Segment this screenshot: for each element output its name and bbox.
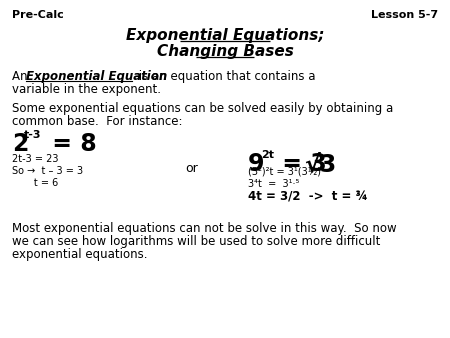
Text: variable in the exponent.: variable in the exponent.	[12, 83, 161, 96]
Text: is an equation that contains a: is an equation that contains a	[135, 70, 315, 83]
Text: 4t = 3/2  ->  t = ¾: 4t = 3/2 -> t = ¾	[248, 191, 368, 204]
Text: Lesson 5-7: Lesson 5-7	[371, 10, 438, 20]
Text: 9: 9	[248, 152, 265, 176]
Text: Pre-Calc: Pre-Calc	[12, 10, 64, 20]
Text: Exponential Equation: Exponential Equation	[26, 70, 167, 83]
Text: or: or	[185, 162, 198, 175]
Text: An: An	[12, 70, 31, 83]
Text: common base.  For instance:: common base. For instance:	[12, 115, 183, 128]
Text: (3²)²t = 3¹(3½): (3²)²t = 3¹(3½)	[248, 167, 321, 177]
Text: 3⁴t  =  3¹·⁵: 3⁴t = 3¹·⁵	[248, 179, 299, 189]
Text: 2: 2	[12, 132, 28, 156]
Text: So →  t – 3 = 3: So → t – 3 = 3	[12, 166, 83, 176]
Text: 2t: 2t	[261, 150, 274, 160]
Text: Some exponential equations can be solved easily by obtaining a: Some exponential equations can be solved…	[12, 102, 393, 115]
Text: √3: √3	[304, 152, 336, 176]
Text: = 3: = 3	[274, 152, 327, 176]
Text: = 8: = 8	[44, 132, 97, 156]
Text: exponential equations.: exponential equations.	[12, 248, 148, 261]
Text: 2t-3 = 23: 2t-3 = 23	[12, 154, 58, 164]
Text: t-3: t-3	[24, 130, 41, 140]
Text: Changing Bases: Changing Bases	[157, 44, 293, 59]
Text: Most exponential equations can not be solve in this way.  So now: Most exponential equations can not be so…	[12, 222, 396, 235]
Text: t = 6: t = 6	[12, 178, 58, 188]
Text: we can see how logarithms will be used to solve more difficult: we can see how logarithms will be used t…	[12, 235, 380, 248]
Text: Exponential Equations;: Exponential Equations;	[126, 28, 324, 43]
